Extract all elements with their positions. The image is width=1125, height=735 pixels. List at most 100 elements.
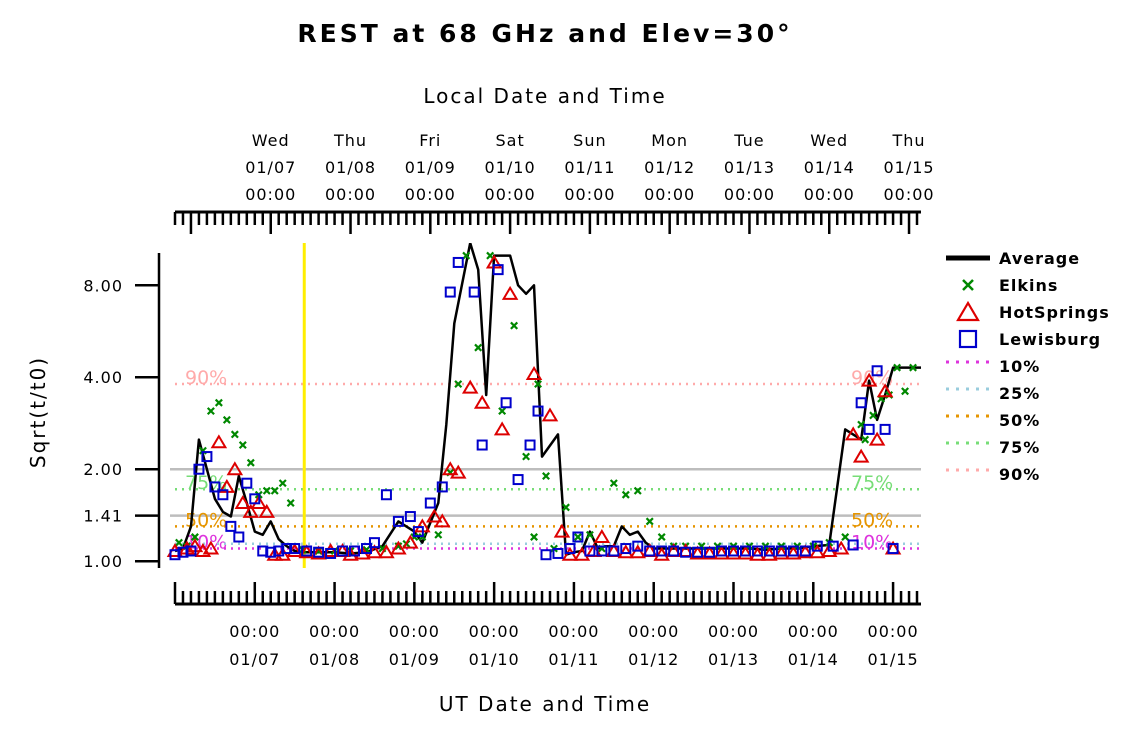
data-layer [166, 243, 921, 561]
data-point-elkins [190, 533, 199, 541]
plot-area: 10% 10%50% 50%75% 75%90% 90%1.001.412.004.00… [83, 131, 934, 669]
data-point-lewisburg [775, 545, 787, 557]
bottom-tick-time: 00:00 [389, 622, 440, 641]
data-point-lewisburg [436, 481, 448, 493]
legend-label: 75% [999, 438, 1040, 457]
legend: Average Elkins HotSprings Lewisburg 10% 25% 50… [946, 249, 1109, 484]
legend-label: Lewisburg [999, 330, 1101, 349]
data-point-elkins [314, 547, 323, 555]
top-tick-date: 01/11 [564, 158, 615, 177]
data-point-lewisburg [596, 545, 608, 557]
data-point-elkins [206, 407, 215, 416]
data-point-hotsprings [242, 503, 260, 518]
data-point-hotsprings [449, 464, 467, 479]
data-point-hotsprings [258, 503, 276, 518]
percentile-label-left: 90% [185, 367, 227, 389]
bottom-tick-date: 01/10 [469, 650, 520, 669]
data-point-lewisburg [476, 439, 488, 451]
top-tick-day: Tue [733, 131, 764, 150]
percentile-label-right: 10% [851, 532, 893, 554]
bottom-tick-time: 00:00 [788, 622, 839, 641]
bottom-tick-time: 00:00 [628, 622, 679, 641]
data-point-lewisburg [540, 549, 552, 561]
data-point-lewisburg [193, 463, 205, 475]
data-point-elkins [522, 452, 531, 461]
data-point-elkins [222, 415, 231, 424]
data-point-hotsprings [689, 545, 706, 560]
top-tick-date: 01/15 [883, 158, 934, 177]
data-point-elkins [645, 517, 654, 526]
legend-symbol-lewisburg [958, 329, 978, 349]
data-point-elkins [238, 441, 247, 449]
data-point-lewisburg [368, 537, 380, 549]
percentile-label-right: 75% [851, 472, 893, 494]
y-tick-label: 1.41 [83, 507, 123, 526]
data-point-elkins [861, 435, 870, 444]
data-point-elkins [657, 533, 666, 541]
data-point-hotsprings [761, 546, 778, 561]
data-point-elkins [561, 503, 570, 512]
data-point-lewisburg [739, 545, 751, 557]
percentile-label-left: 50% [185, 509, 227, 531]
data-point-hotsprings [860, 372, 878, 387]
top-tick-time: 00:00 [724, 185, 775, 204]
data-point-lewisburg [241, 477, 253, 489]
data-point-elkins [585, 530, 594, 539]
data-point-elkins [230, 430, 239, 439]
data-point-elkins [542, 472, 550, 480]
data-point-hotsprings [266, 546, 283, 561]
data-point-lewisburg [644, 545, 656, 557]
top-tick-date: 01/09 [405, 158, 456, 177]
data-point-hotsprings [210, 434, 228, 449]
data-point-lewisburg [716, 545, 728, 557]
data-point-lewisburg [412, 526, 424, 538]
top-tick-time: 00:00 [564, 185, 615, 204]
data-point-hotsprings [701, 545, 718, 560]
top-tick-date: 01/10 [485, 158, 536, 177]
data-point-hotsprings [852, 448, 870, 463]
data-point-hotsprings [749, 546, 766, 561]
legend-label: Elkins [999, 276, 1058, 295]
data-point-hotsprings [561, 546, 579, 561]
data-point-lewisburg [879, 423, 891, 435]
top-axis-title: Local Date and Time [423, 84, 666, 108]
data-point-lewisburg [855, 397, 867, 409]
bottom-tick-date: 01/13 [708, 650, 759, 669]
data-point-hotsprings [493, 421, 511, 436]
top-tick-time: 00:00 [644, 185, 695, 204]
data-point-lewisburg [799, 545, 811, 557]
data-point-lewisburg [787, 545, 799, 557]
data-point-lewisburg [444, 286, 456, 298]
data-point-hotsprings [434, 513, 451, 528]
data-point-lewisburg [656, 545, 668, 557]
data-point-lewisburg [273, 545, 285, 557]
top-tick-day: Wed [810, 131, 848, 150]
data-point-hotsprings [322, 543, 339, 557]
data-point-lewisburg [680, 546, 692, 558]
top-tick-time: 00:00 [325, 185, 376, 204]
data-point-elkins [246, 458, 255, 467]
data-point-hotsprings [202, 540, 220, 555]
legend-symbol-elkins [962, 279, 974, 291]
data-point-lewisburg [325, 547, 337, 559]
legend-label: 90% [999, 465, 1040, 484]
data-point-lewisburg [265, 546, 277, 558]
data-point-hotsprings [274, 546, 291, 561]
bottom-tick-date: 01/14 [788, 650, 839, 669]
data-point-lewisburg [532, 405, 544, 417]
data-point-lewisburg [217, 489, 229, 501]
top-tick-day: Mon [651, 131, 688, 150]
data-point-elkins [214, 398, 223, 407]
data-point-lewisburg [249, 493, 261, 505]
data-point-hotsprings [461, 379, 479, 394]
data-point-hotsprings [378, 544, 395, 559]
data-point-hotsprings [785, 545, 802, 560]
data-point-elkins [893, 363, 902, 372]
data-point-lewisburg [349, 545, 361, 557]
data-point-lewisburg [225, 520, 237, 532]
data-point-elkins [609, 479, 618, 488]
top-tick-date: 01/08 [325, 158, 376, 177]
data-point-hotsprings [629, 544, 647, 559]
data-point-lewisburg [863, 423, 875, 435]
